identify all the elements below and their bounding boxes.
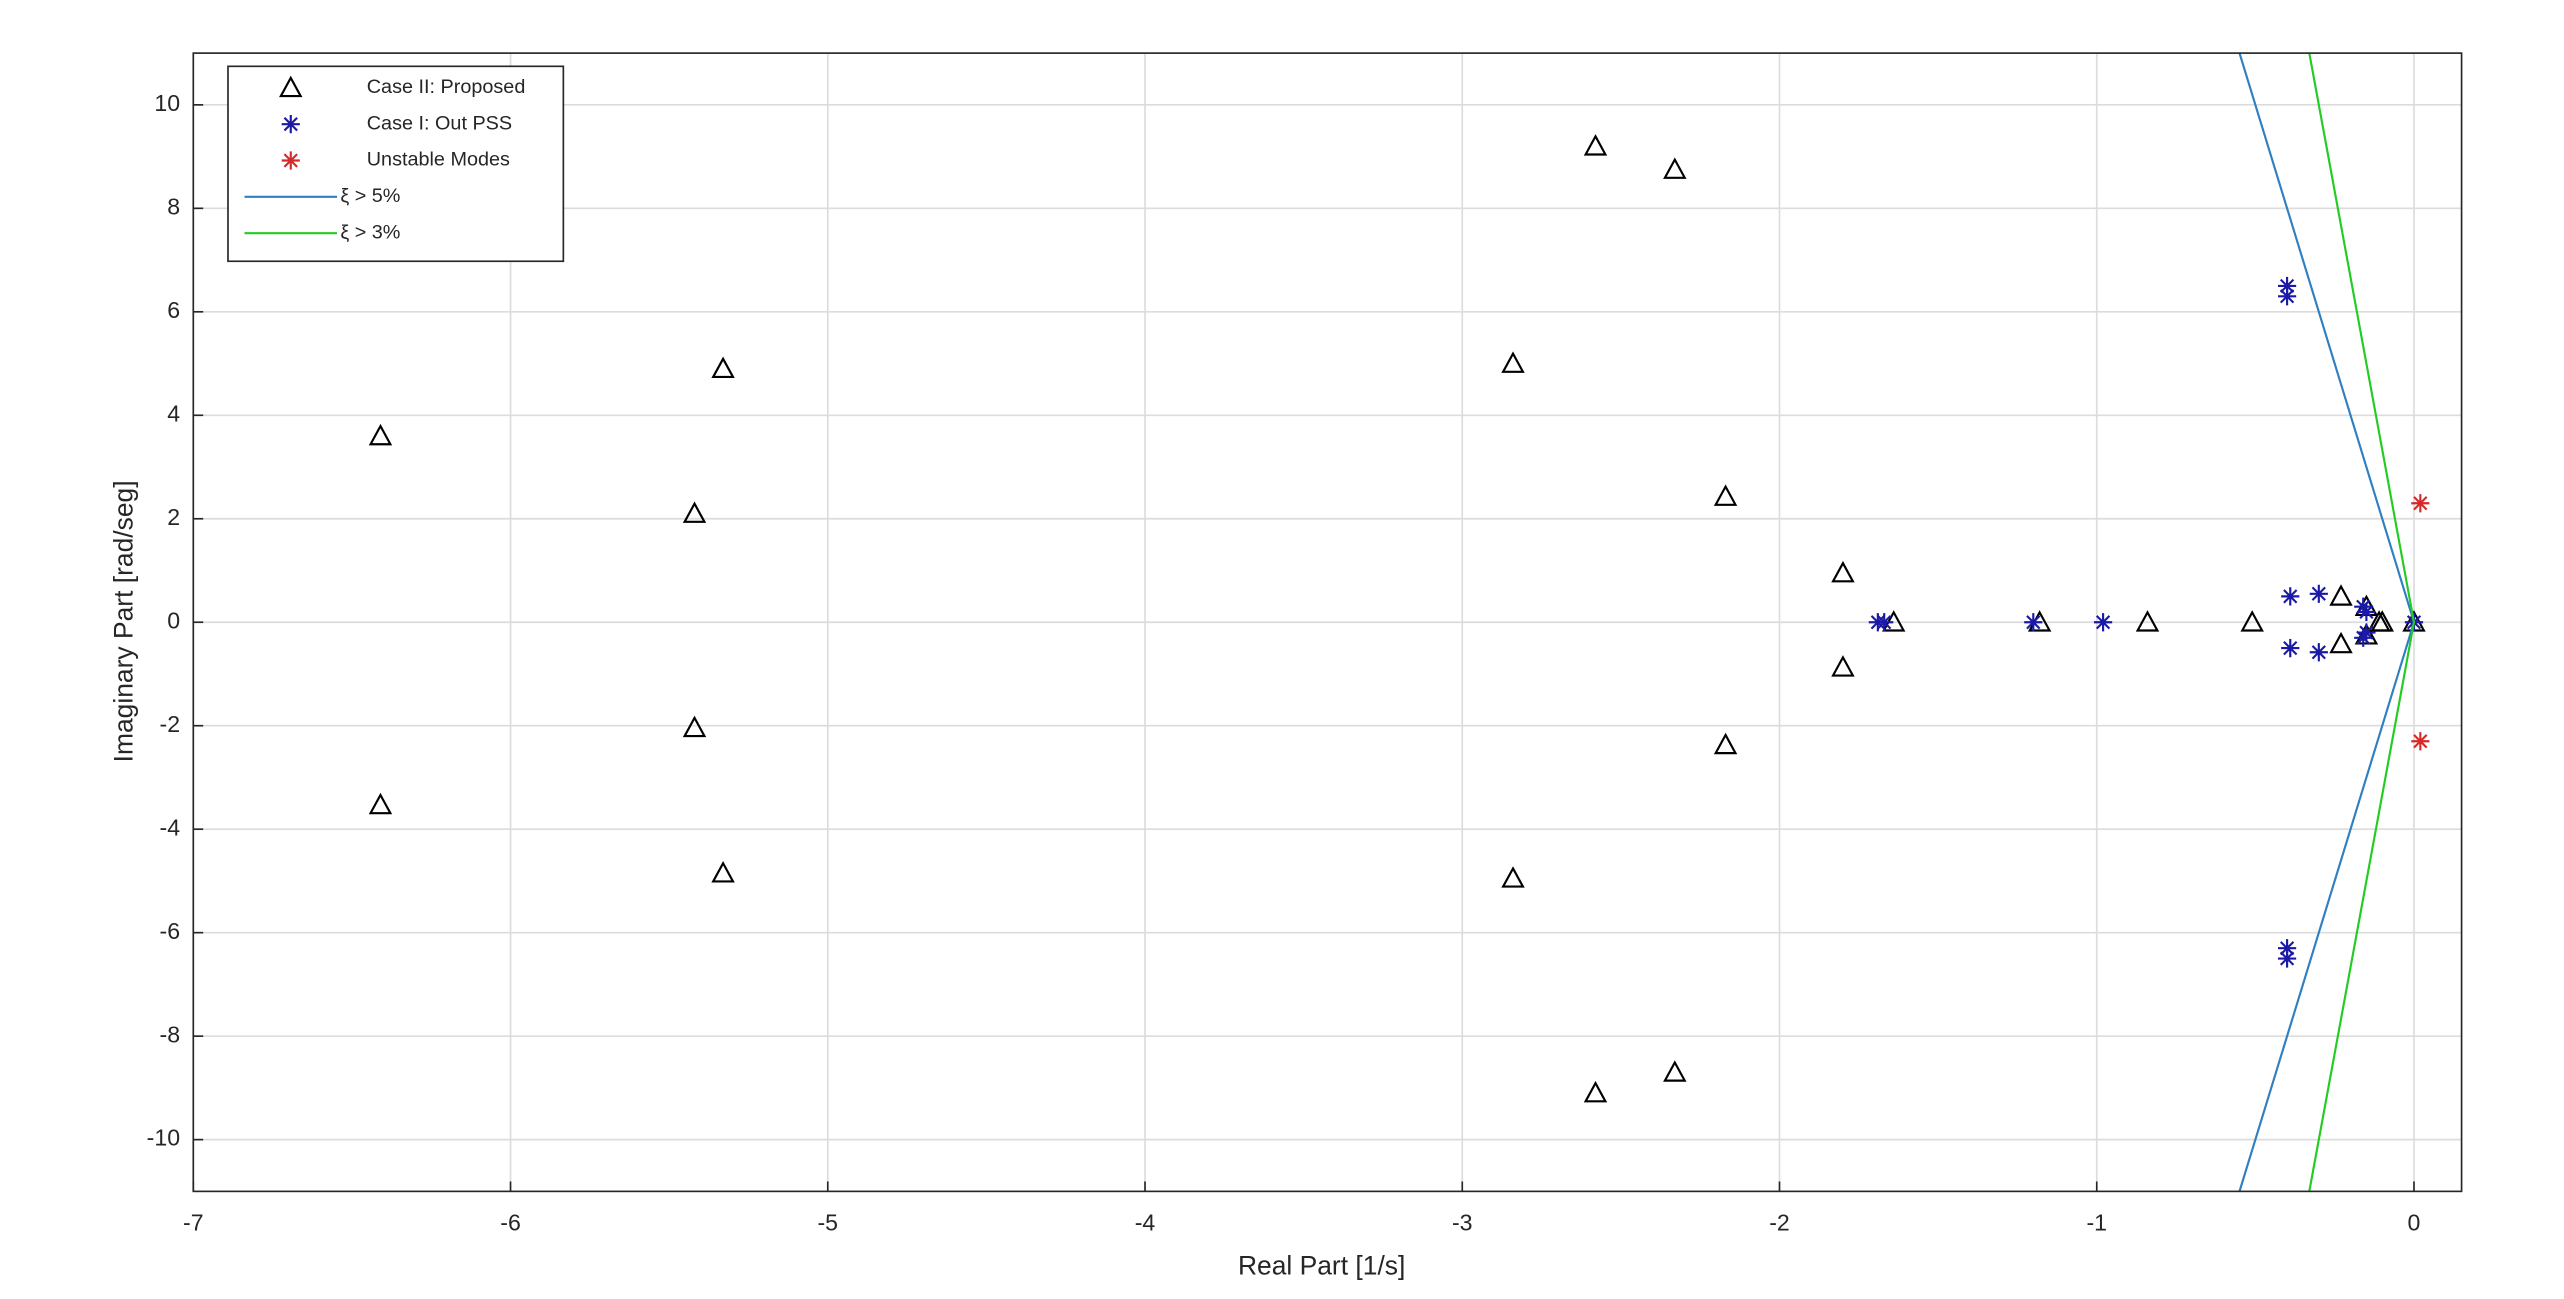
star-marker xyxy=(2024,613,2043,632)
legend-label: Case II: Proposed xyxy=(367,76,526,98)
triangle-marker xyxy=(368,792,393,815)
legend-box xyxy=(227,65,565,263)
star-marker xyxy=(2354,597,2373,616)
legend-label: ξ > 3% xyxy=(340,221,400,243)
star-marker xyxy=(281,115,300,134)
star-marker xyxy=(2411,732,2430,751)
star-marker xyxy=(2357,623,2376,642)
legend-label: ξ > 5% xyxy=(340,185,400,207)
star-marker xyxy=(2281,587,2300,606)
star-marker xyxy=(2309,643,2328,662)
y-tick-label: 8 xyxy=(167,193,180,219)
star-marker xyxy=(2411,494,2430,513)
x-tick-label: -1 xyxy=(2086,1210,2107,1236)
marks xyxy=(368,52,2430,1192)
triangle-marker xyxy=(711,861,735,883)
y-tick-label: 0 xyxy=(167,607,180,633)
y-tick-label: 4 xyxy=(167,400,180,426)
triangle-marker xyxy=(2329,631,2353,654)
x-tick-label: -3 xyxy=(1452,1210,1473,1236)
triangle-marker xyxy=(1713,484,1738,506)
triangle-marker xyxy=(279,75,303,98)
triangle-marker xyxy=(1583,1080,1608,1103)
triangle-marker xyxy=(1501,351,1525,373)
y-tick-label: -4 xyxy=(160,814,181,840)
triangle-marker xyxy=(368,423,393,446)
y-tick-label: 2 xyxy=(167,504,180,530)
triangle-marker xyxy=(2240,610,2264,632)
x-tick-label: -6 xyxy=(500,1210,521,1236)
triangle-marker xyxy=(2135,610,2160,632)
legend-label: Unstable Modes xyxy=(367,149,510,171)
star-marker xyxy=(2281,639,2300,658)
y-tick-label: -8 xyxy=(160,1021,181,1047)
x-tick-label: -2 xyxy=(1769,1210,1790,1236)
star-marker xyxy=(2354,628,2373,647)
x-tick-label: 0 xyxy=(2408,1210,2421,1236)
triangle-marker xyxy=(711,356,735,379)
star-marker xyxy=(2277,939,2297,958)
star-marker xyxy=(281,151,300,170)
star-marker xyxy=(2094,613,2113,632)
star-marker xyxy=(2277,949,2297,968)
triangle-marker xyxy=(1713,732,1738,755)
triangle-marker xyxy=(2370,610,2394,632)
triangle-marker xyxy=(1831,655,1855,677)
y-tick-label: 10 xyxy=(154,90,180,116)
triangle-marker xyxy=(2354,623,2379,645)
triangle-marker xyxy=(682,501,707,523)
x-tick-label: -5 xyxy=(817,1210,838,1236)
y-tick-label: -2 xyxy=(160,711,181,737)
triangle-marker xyxy=(2329,584,2353,606)
legend: Case II: Proposed Case I: Out PSS Unstable… xyxy=(227,65,565,263)
y-tick-label: 6 xyxy=(167,297,180,323)
legend-label: Case I: Out PSS xyxy=(367,112,512,134)
star-marker xyxy=(2309,584,2328,603)
y-tick-label: -10 xyxy=(147,1125,180,1151)
x-axis-label: Real Part [1/s] xyxy=(1238,1250,1405,1280)
triangle-marker xyxy=(1831,560,1855,583)
triangle-marker xyxy=(1583,134,1608,156)
axes-box xyxy=(192,52,2463,1193)
triangle-marker xyxy=(1501,866,1525,888)
star-marker xyxy=(2277,276,2297,296)
damping-line xyxy=(2308,52,2416,1192)
star-marker xyxy=(2277,287,2297,306)
triangle-marker xyxy=(1663,157,1687,179)
x-tick-label: -7 xyxy=(183,1210,204,1236)
star-marker xyxy=(2357,602,2376,621)
triangle-marker xyxy=(1663,1060,1687,1082)
y-axis-label: Imaginary Part [rad/seg] xyxy=(109,480,139,762)
y-tick-label: -6 xyxy=(160,918,181,944)
x-tick-label: -4 xyxy=(1135,1210,1156,1236)
star-marker xyxy=(1868,613,1887,632)
triangle-marker xyxy=(682,715,707,738)
